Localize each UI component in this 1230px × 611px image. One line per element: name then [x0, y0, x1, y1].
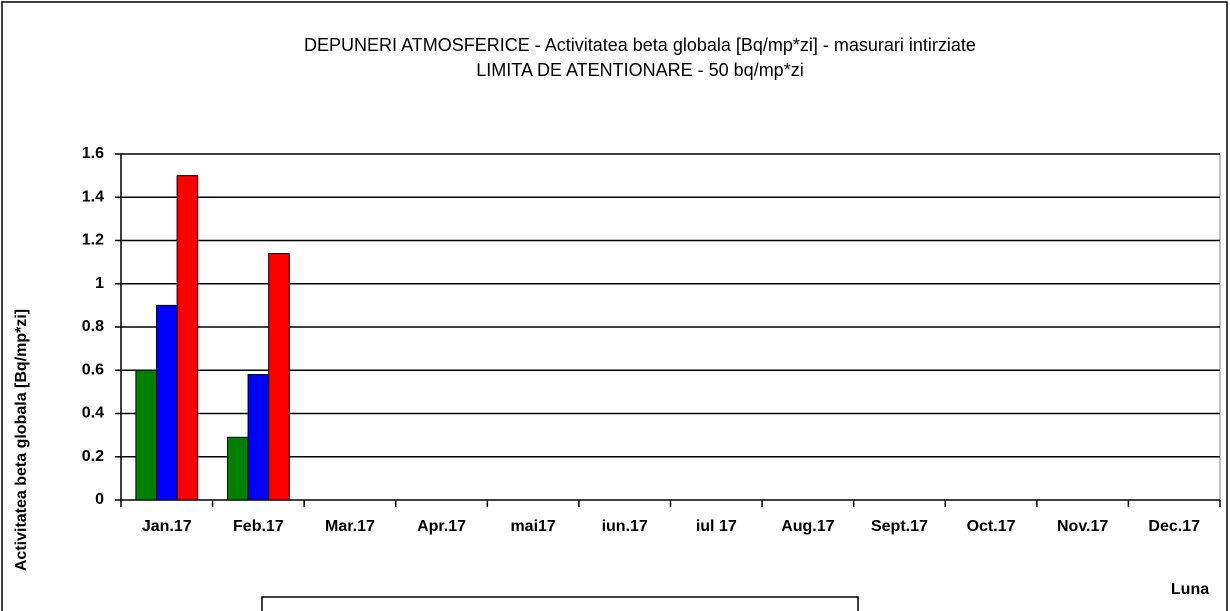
bar: [226, 436, 249, 501]
bar: [155, 304, 178, 501]
x-tick-label: Feb.17: [233, 518, 284, 535]
x-tick-label: iun.17: [602, 518, 648, 535]
legend-box: [261, 596, 859, 611]
x-tick-label: iul 17: [696, 518, 737, 535]
x-tick-label: mai17: [510, 518, 555, 535]
y-tick-label: 1.2: [82, 232, 104, 249]
x-tick-label: Sept.17: [871, 518, 928, 535]
x-tick-label: Jan.17: [142, 518, 192, 535]
y-tick-label: 0.2: [82, 448, 104, 465]
chart-subtitle: LIMITA DE ATENTIONARE - 50 bq/mp*zi: [476, 60, 803, 80]
bar: [176, 175, 199, 501]
y-tick-label: 0: [95, 491, 104, 508]
y-tick-label: 1: [95, 275, 104, 292]
x-axis-label: Luna: [1171, 581, 1209, 598]
x-tick-label: Oct.17: [967, 518, 1016, 535]
y-tick-label: 0.8: [82, 318, 104, 335]
x-tick-label: Mar.17: [325, 518, 375, 535]
x-tick-label: Nov.17: [1057, 518, 1108, 535]
y-tick-label: 1.6: [82, 145, 104, 162]
bar: [268, 252, 290, 501]
x-tick-label: Apr.17: [417, 518, 466, 535]
y-axis-label: Activitatea beta globala [Bq/mp*zi]: [13, 309, 30, 571]
x-tick-label: Aug.17: [781, 518, 834, 535]
bar: [247, 374, 270, 501]
x-tick-label: Dec.17: [1148, 518, 1200, 535]
y-tick-label: 0.6: [82, 361, 104, 378]
chart-title: DEPUNERI ATMOSFERICE - Activitatea beta …: [304, 35, 976, 55]
y-tick-label: 1.4: [82, 188, 104, 205]
y-tick-label: 0.4: [82, 405, 104, 422]
bar: [135, 369, 157, 501]
